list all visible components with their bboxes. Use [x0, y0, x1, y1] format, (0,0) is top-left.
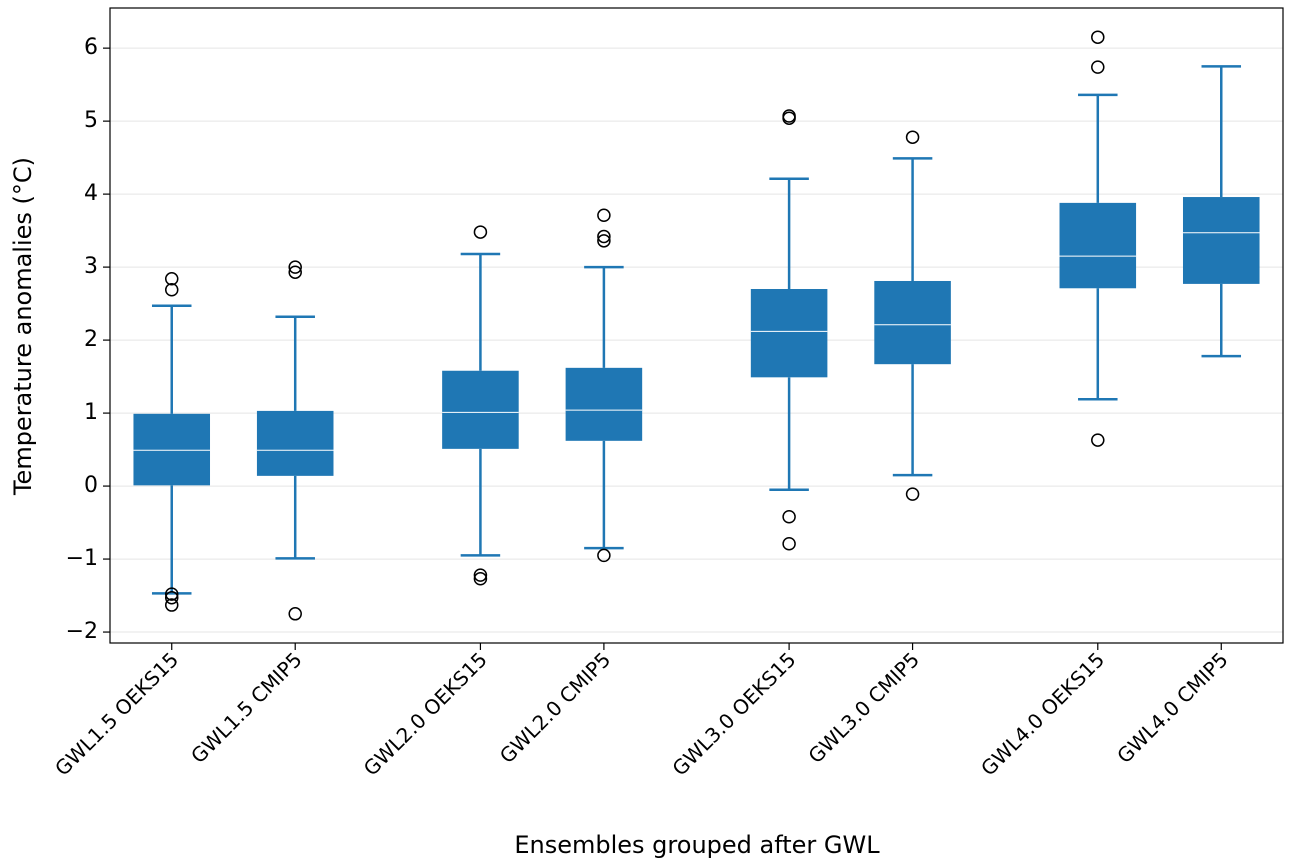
box — [1182, 197, 1260, 284]
outlier — [164, 282, 179, 297]
x-tick-label: GWL4.0 CMIP5 — [1112, 647, 1233, 768]
y-tick-label: 0 — [84, 473, 98, 498]
box — [442, 370, 519, 449]
outlier — [473, 225, 488, 239]
outlier — [597, 208, 611, 223]
x-tick-label: GWL4.0 OEKS15 — [976, 647, 1109, 780]
outlier — [164, 598, 179, 612]
y-tick-label: 2 — [84, 327, 98, 352]
outlier — [288, 260, 302, 274]
x-tick-label: GWL3.0 CMIP5 — [803, 647, 924, 768]
x-tick-label: GWL1.5 OEKS15 — [50, 647, 183, 780]
outlier — [473, 572, 488, 586]
outlier — [597, 234, 611, 248]
x-axis-label: Ensembles grouped after GWL — [514, 831, 880, 859]
box — [1059, 202, 1137, 289]
outlier — [1091, 433, 1105, 447]
outlier — [782, 536, 796, 551]
outlier — [597, 548, 611, 563]
outlier — [782, 509, 796, 524]
y-tick-label: 3 — [84, 254, 98, 279]
y-tick-label: −1 — [66, 546, 98, 571]
y-tick-label: 6 — [84, 35, 98, 60]
box — [874, 280, 951, 365]
plot-frame — [109, 7, 1284, 644]
outlier — [1091, 30, 1105, 44]
outlier — [164, 587, 179, 601]
outlier — [164, 272, 179, 286]
box — [565, 367, 643, 441]
outlier — [905, 487, 920, 501]
outlier — [1091, 60, 1105, 74]
y-tick-label: 4 — [84, 181, 98, 206]
y-tick-label: 1 — [84, 400, 98, 425]
x-tick-label: GWL2.0 CMIP5 — [495, 647, 616, 768]
outlier — [288, 265, 302, 279]
y-axis-label: Temperature anomalies (°C) — [9, 157, 37, 496]
box — [750, 289, 828, 378]
box — [256, 410, 334, 476]
outlier — [905, 130, 920, 144]
box — [133, 413, 211, 486]
y-tick-label: 5 — [84, 108, 98, 133]
outlier — [288, 607, 302, 621]
outlier — [782, 111, 796, 125]
outlier — [597, 229, 611, 244]
x-tick-label: GWL2.0 OEKS15 — [359, 647, 492, 780]
y-tick-label: −2 — [66, 619, 98, 644]
outlier — [164, 590, 179, 605]
x-tick-label: GWL3.0 OEKS15 — [667, 647, 800, 780]
outlier — [473, 568, 488, 582]
x-tick-label: GWL1.5 CMIP5 — [186, 647, 307, 768]
